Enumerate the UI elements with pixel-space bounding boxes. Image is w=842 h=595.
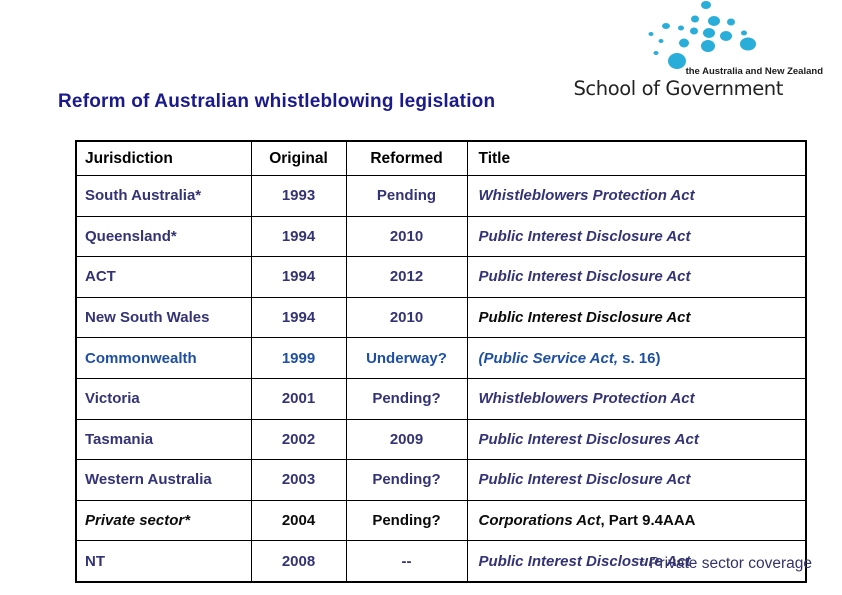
jurisdiction-cell: New South Wales: [75, 296, 252, 339]
act-title-italic-segment: Public Interest Disclosures Act: [478, 430, 699, 448]
act-title-italic-segment: Public Interest Disclosure Act: [478, 471, 691, 489]
original-year-cell: 2008: [250, 540, 347, 583]
table-row: Western Australia 2003 Pending? Public Inte…: [75, 459, 807, 501]
reformed-status-cell: --: [345, 540, 468, 583]
act-title-cell: Public Interest Disclosure Act: [466, 215, 807, 258]
column-header: Title: [466, 140, 807, 176]
original-year-cell: 1993: [250, 175, 347, 217]
act-title-italic-segment: (Public Service Act,: [478, 349, 619, 367]
reformed-status-cell: Pending?: [345, 377, 468, 420]
original-year-cell: 2002: [250, 418, 347, 461]
act-title-italic-segment: Corporations Act: [478, 512, 601, 530]
jurisdiction-cell: Queensland*: [75, 215, 252, 258]
act-title-cell: Whistleblowers Protection Act: [466, 377, 807, 420]
act-title-segment: , Part 9.4AAA: [600, 512, 696, 530]
original-year-cell: 1994: [250, 256, 347, 298]
table-header-row: Jurisdiction Original Reformed Title: [75, 140, 807, 176]
dot-swarm-icon: [648, 1, 756, 69]
footnote: * Private sector coverage: [638, 555, 812, 572]
reformed-status-cell: Pending?: [345, 499, 468, 542]
act-title-cell: Public Interest Disclosure Act: [466, 296, 807, 339]
table-row: ACT 1994 2012 Public Interest Disclosure Ac…: [75, 256, 807, 298]
original-year-cell: 1994: [250, 215, 347, 258]
jurisdiction-cell: Victoria: [75, 377, 252, 420]
jurisdiction-cell: Private sector*: [75, 499, 252, 542]
original-year-cell: 2003: [250, 459, 347, 501]
act-title-cell: Public Interest Disclosure Act: [466, 256, 807, 298]
act-title-italic-segment: Public Interest Disclosure Act: [478, 227, 691, 245]
act-title-italic-segment: Whistleblowers Protection Act: [478, 390, 695, 408]
dot-group: [648, 1, 756, 69]
legislation-table: Jurisdiction Original Reformed Title South …: [75, 140, 807, 583]
table-row: Commonwealth 1999 Underway? (Public Service…: [75, 337, 807, 379]
jurisdiction-cell: Commonwealth: [75, 337, 252, 379]
logo-name: School of Government: [573, 77, 783, 100]
act-title-cell: Corporations Act, Part 9.4AAA: [466, 499, 807, 542]
act-title-italic-segment: Public Interest Disclosure Act: [478, 552, 691, 570]
legislation-table-body: South Australia* 1993 Pending Whistleblower…: [75, 175, 807, 583]
act-title-cell: Whistleblowers Protection Act: [466, 175, 807, 217]
act-title-italic-segment: Public Interest Disclosure Act: [478, 309, 691, 327]
original-year-cell: 2001: [250, 377, 347, 420]
jurisdiction-cell: Western Australia: [75, 459, 252, 501]
column-header: Original: [250, 140, 347, 176]
page-title: Reform of Australian whistleblowing legi…: [58, 91, 496, 112]
reformed-status-cell: 2010: [345, 215, 468, 258]
jurisdiction-cell: NT: [75, 540, 252, 583]
act-title-cell: Public Interest Disclosure Act: [466, 540, 807, 583]
reformed-status-cell: Pending?: [345, 459, 468, 501]
reformed-status-cell: 2009: [345, 418, 468, 461]
column-header: Reformed: [345, 140, 468, 176]
table-row: South Australia* 1993 Pending Whistleblower…: [75, 175, 807, 217]
reformed-status-cell: Underway?: [345, 337, 468, 379]
jurisdiction-cell: South Australia*: [75, 175, 252, 217]
logo-tagline: the Australia and New Zealand: [685, 66, 823, 77]
act-title-italic-segment: Whistleblowers Protection Act: [478, 187, 695, 205]
table-row: Queensland* 1994 2010 Public Interest Discl…: [75, 215, 807, 258]
reformed-status-cell: 2012: [345, 256, 468, 298]
act-title-cell: (Public Service Act, s. 16): [466, 337, 807, 379]
reformed-status-cell: Pending: [345, 175, 468, 217]
original-year-cell: 1994: [250, 296, 347, 339]
act-title-italic-segment: Public Interest Disclosure Act: [478, 268, 691, 286]
jurisdiction-cell: ACT: [75, 256, 252, 298]
act-title-cell: Public Interest Disclosures Act: [466, 418, 807, 461]
reformed-status-cell: 2010: [345, 296, 468, 339]
original-year-cell: 1999: [250, 337, 347, 379]
table-row: Victoria 2001 Pending? Whistleblowers Prote…: [75, 377, 807, 420]
jurisdiction-cell: Tasmania: [75, 418, 252, 461]
table-row: Tasmania 2002 2009 Public Interest Disclosu…: [75, 418, 807, 461]
original-year-cell: 2004: [250, 499, 347, 542]
column-header: Jurisdiction: [75, 140, 252, 176]
act-title-segment: s. 16): [618, 349, 661, 367]
table-row: NT 2008 -- Public Interest Disclosure Act: [75, 540, 807, 583]
table-row: New South Wales 1994 2010 Public Interest D…: [75, 296, 807, 339]
act-title-cell: Public Interest Disclosure Act: [466, 459, 807, 501]
table-row: Private sector* 2004 Pending? Corporations …: [75, 499, 807, 542]
